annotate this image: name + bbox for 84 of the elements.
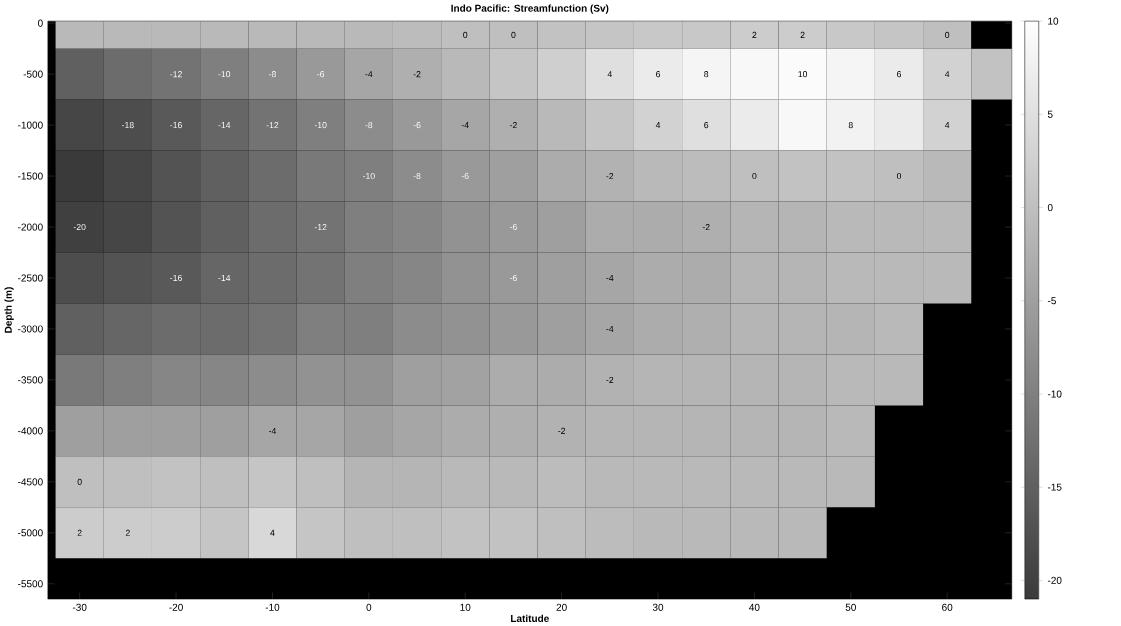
color-bar-label: -20: [1047, 576, 1062, 584]
annotation: -8: [365, 121, 373, 128]
annotation: -16: [170, 121, 182, 128]
annotation: -6: [461, 172, 469, 179]
annotation: 10: [798, 70, 808, 77]
y-tick-label: 0: [38, 19, 43, 27]
color-bar-label: 5: [1047, 110, 1053, 118]
annotation: 2: [800, 31, 805, 38]
x-tick-label: -30: [72, 603, 87, 611]
annotation: -20: [73, 223, 86, 230]
annotation: -8: [268, 70, 276, 77]
annotation: -12: [314, 223, 327, 230]
annotation: 8: [848, 121, 853, 128]
annotation: -18: [121, 121, 134, 128]
annotation: -6: [509, 274, 517, 281]
annotation: 4: [655, 121, 661, 128]
annotation: -4: [606, 325, 614, 332]
annotation: 0: [463, 31, 468, 38]
y-tick-label: -3000: [18, 325, 43, 333]
annotation: 0: [896, 172, 902, 179]
x-tick-label: 30: [652, 603, 664, 611]
annotation: -4: [365, 70, 373, 77]
annotation: 2: [752, 31, 757, 38]
x-axis-title: Latitude: [511, 614, 549, 622]
annotation: -10: [218, 70, 231, 77]
x-tick-label: 40: [749, 603, 760, 611]
y-tick-label: -4000: [18, 427, 43, 435]
color-bar-label: -10: [1047, 390, 1062, 398]
y-tick-label: -4500: [18, 478, 43, 486]
annotation: -16: [170, 274, 182, 281]
annotation: 0: [945, 31, 950, 38]
annotation: -8: [413, 172, 421, 179]
annotation: 6: [656, 70, 661, 77]
annotation: -4: [461, 121, 469, 128]
y-tick-label: -5500: [18, 580, 43, 588]
y-tick-label: -5000: [18, 529, 43, 537]
annotation: -14: [218, 274, 231, 281]
x-tick-label: 50: [845, 603, 856, 611]
annotation: 4: [944, 70, 950, 77]
x-tick-label: 20: [556, 603, 567, 611]
annotation: -2: [702, 223, 710, 230]
annotation: 2: [125, 529, 130, 536]
y-tick-label: -2000: [18, 223, 43, 231]
annotation: -12: [266, 121, 279, 128]
y-axis-title: Depth (m): [4, 287, 14, 333]
y-tick-label: -500: [23, 70, 43, 78]
color-bar-label: 10: [1048, 17, 1059, 25]
y-tick-label: -3500: [18, 376, 43, 384]
annotation: 0: [511, 31, 516, 38]
annotation: -10: [314, 121, 327, 128]
x-tick-label: -10: [265, 603, 280, 611]
color-bar-label: 0: [1047, 203, 1053, 211]
annotation: 2: [77, 529, 82, 536]
annotation: -10: [362, 172, 375, 179]
annotation: 6: [897, 70, 902, 77]
annotation: -2: [509, 121, 517, 128]
annotation: -6: [509, 223, 517, 230]
annotation: 0: [752, 172, 757, 179]
y-tick-label: -2500: [18, 274, 43, 282]
annotation: 4: [270, 529, 275, 536]
annotation: 0: [77, 478, 82, 485]
annotation: 8: [704, 70, 709, 77]
annotation: -4: [606, 274, 614, 281]
x-tick-label: -20: [169, 603, 183, 611]
x-tick-label: 60: [942, 603, 953, 611]
annotation: 6: [704, 121, 709, 128]
y-tick-label: -1000: [18, 121, 43, 129]
annotation: -14: [218, 121, 231, 128]
annotation: -6: [317, 70, 325, 77]
color-bar-label: -5: [1047, 297, 1056, 305]
color-bar-label: -15: [1047, 483, 1062, 491]
annotation: -4: [268, 427, 277, 434]
x-tick-label: 0: [366, 603, 372, 611]
annotation: -12: [170, 70, 182, 77]
annotation: -2: [413, 70, 421, 77]
x-tick-label: 10: [460, 603, 471, 611]
annotation: -2: [606, 376, 614, 383]
y-tick-label: -1500: [18, 172, 43, 180]
annotation: 4: [607, 70, 612, 77]
annotation: -2: [606, 172, 614, 179]
annotation: 4: [944, 121, 950, 128]
chart-title: Indo Pacific: Streamfunction (Sv): [451, 4, 609, 14]
annotation: -2: [558, 427, 566, 434]
annotation: -6: [413, 121, 421, 128]
